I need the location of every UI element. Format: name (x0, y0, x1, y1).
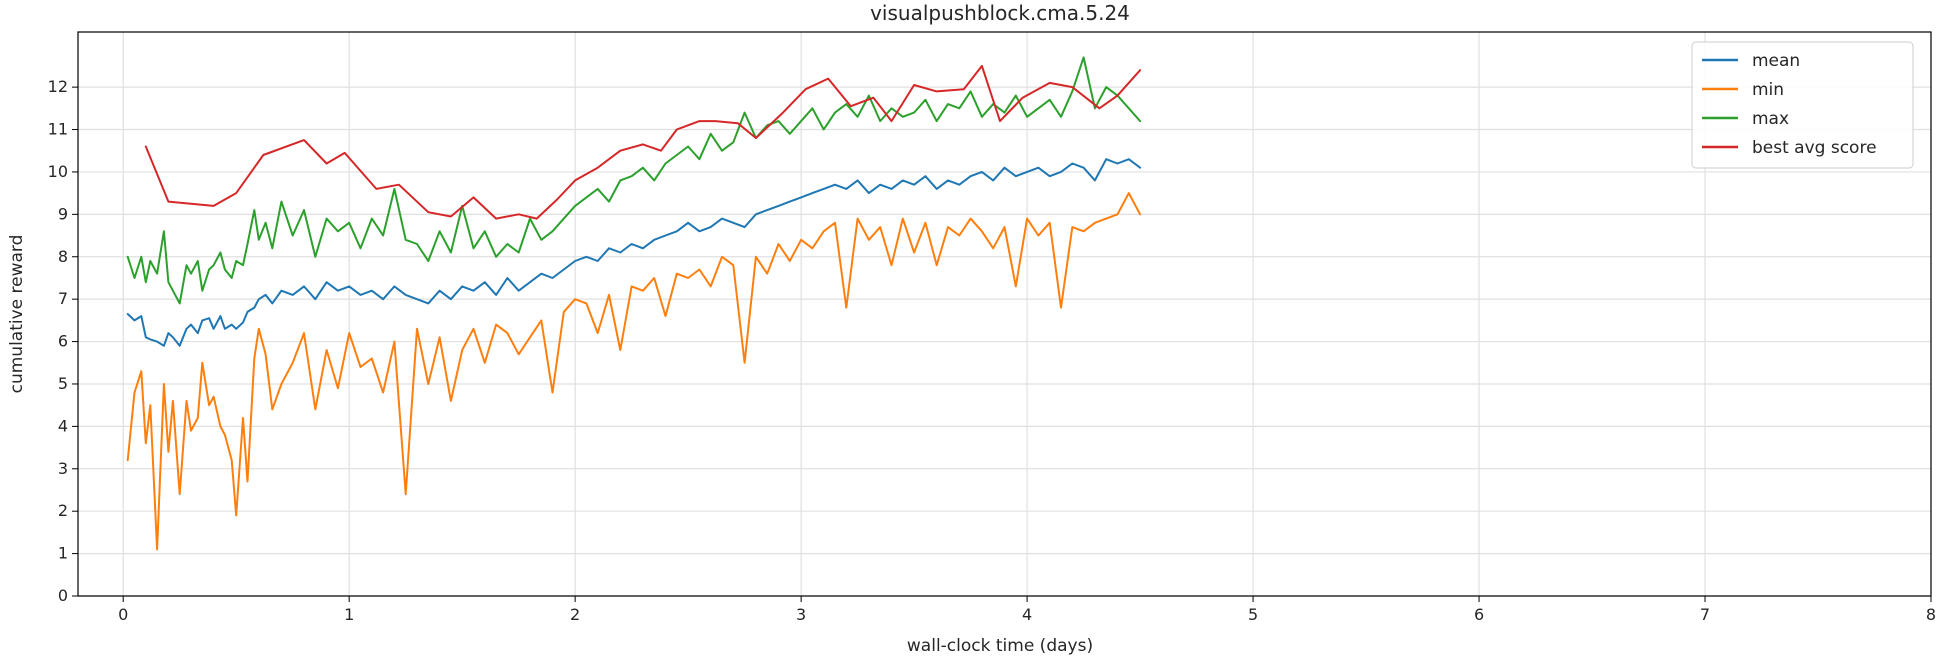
y-tick-label: 2 (58, 501, 68, 520)
x-tick-label: 6 (1474, 605, 1484, 624)
series-line-min (126, 192, 1142, 551)
y-tick-label: 0 (58, 586, 68, 605)
x-tick-label: 1 (344, 605, 354, 624)
x-tick-label: 2 (570, 605, 580, 624)
x-tick-label: 3 (796, 605, 806, 624)
y-tick-label: 3 (58, 459, 68, 478)
chart-title: visualpushblock.cma.5.24 (870, 1, 1130, 25)
y-tick-label: 1 (58, 544, 68, 563)
plot-frame (77, 31, 1932, 597)
series-lines (126, 56, 1142, 551)
x-tick-label: 7 (1700, 605, 1710, 624)
legend-label: max (1752, 109, 1789, 129)
x-tick-label: 0 (118, 605, 128, 624)
legend: mean min max best avg score (1691, 41, 1914, 169)
y-tick-label: 11 (48, 120, 68, 139)
y-tick-label: 6 (58, 332, 68, 351)
grid-lines (78, 32, 1932, 597)
legend-label: mean (1752, 51, 1800, 71)
y-tick-label: 12 (48, 77, 68, 96)
series-line-max (126, 56, 1142, 305)
y-tick-label: 7 (58, 289, 68, 308)
legend-label: best avg score (1752, 138, 1877, 158)
y-tick-label: 4 (58, 416, 68, 435)
legend-label: min (1752, 80, 1784, 100)
y-tick-label: 5 (58, 374, 68, 393)
y-tick-label: 10 (48, 162, 68, 181)
x-tick-label: 5 (1248, 605, 1258, 624)
x-axis-title: wall-clock time (days) (907, 636, 1093, 656)
y-tick-label: 8 (58, 247, 68, 266)
y-axis-title: cumulative reward (7, 235, 27, 394)
legend-box (1691, 41, 1914, 169)
x-tick-label: 8 (1926, 605, 1936, 624)
x-tick-label: 4 (1022, 605, 1032, 624)
series-line-mean (126, 158, 1142, 347)
series-line-best-avg-score (144, 64, 1142, 220)
y-tick-label: 9 (58, 204, 68, 223)
